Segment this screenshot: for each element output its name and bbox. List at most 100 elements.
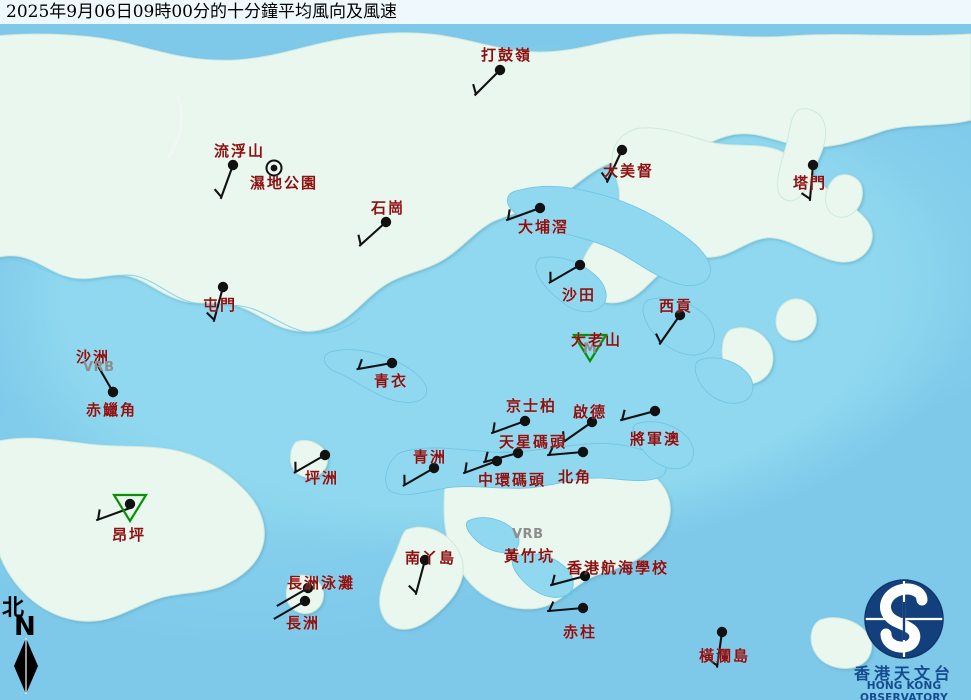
station-marker[interactable] (800, 159, 819, 201)
wind-barb-half (548, 445, 555, 456)
maintenance-triangle-icon (112, 493, 148, 524)
station-marker[interactable] (462, 455, 503, 475)
wind-barb-half (206, 311, 215, 321)
station-label: 大埔滘 (518, 218, 570, 236)
station-dot (380, 216, 392, 228)
station-marker[interactable] (273, 595, 311, 620)
wind-barb-shaft (547, 606, 584, 613)
station-label: 橫瀾島 (699, 647, 751, 665)
station-marker[interactable] (561, 416, 598, 444)
wind-barb-shaft (212, 286, 225, 323)
wind-barb-half (484, 451, 489, 463)
wind-barb-shaft (356, 361, 393, 371)
station-dot (428, 462, 440, 474)
station-marker[interactable] (548, 259, 586, 284)
north-arrow-icon (14, 638, 38, 694)
station-marker[interactable] (655, 309, 686, 346)
wind-barb-shaft (358, 221, 387, 247)
wind-barb-shaft (462, 460, 498, 475)
station-label: 屯門 (203, 296, 238, 314)
variable-wind-label: VRB (83, 360, 115, 375)
station-marker[interactable] (94, 360, 119, 398)
station-marker[interactable] (547, 445, 589, 458)
station-dot (649, 405, 661, 417)
station-label: 青洲 (413, 448, 448, 466)
maintenance-triangle-icon (572, 333, 608, 364)
wind-barb-half (213, 188, 223, 198)
station-label: 沙田 (562, 286, 597, 304)
wind-barb-shaft (94, 360, 114, 393)
station-dot (534, 202, 546, 214)
wind-barb-half (708, 658, 718, 667)
wind-barb-shaft (715, 631, 724, 668)
station-marker[interactable] (95, 493, 148, 524)
station-ring (265, 159, 283, 177)
station-marker[interactable] (206, 281, 229, 323)
station-dot (519, 415, 531, 427)
wind-barb-half (357, 358, 363, 370)
hko-logo: 香港天文台 HONG KONG OBSERVATORY (840, 578, 968, 700)
station-label: 打鼓嶺 (481, 46, 533, 64)
wind-barb-half (655, 333, 662, 344)
wind-barb-half (507, 209, 511, 220)
station-marker[interactable]: M (572, 333, 608, 364)
wind-barb-shaft (293, 454, 326, 474)
station-dot (674, 309, 686, 321)
wind-barb-half (562, 431, 566, 442)
station-dot (227, 159, 239, 171)
wind-barb-half (551, 574, 556, 586)
compass-label-cn: 北 (2, 595, 25, 621)
station-marker[interactable] (357, 216, 392, 247)
station-label: 西貢 (659, 297, 694, 315)
wind-barb-shaft (490, 420, 526, 435)
station-dot (807, 159, 819, 171)
wind-barb-shaft (548, 264, 581, 284)
station-marker[interactable] (408, 554, 431, 596)
station-marker[interactable] (505, 202, 546, 222)
station-dot (124, 498, 136, 510)
wind-barb-shaft (605, 149, 623, 184)
station-marker[interactable] (472, 64, 506, 97)
station-marker[interactable] (549, 570, 591, 587)
station-label: 南丫島 (405, 549, 457, 567)
station-marker[interactable] (600, 144, 628, 184)
station-marker[interactable] (265, 159, 283, 177)
station-dot (491, 455, 503, 467)
station-label: 黃竹坑 (504, 547, 556, 565)
wind-barb-shaft (619, 409, 656, 422)
station-label: 濕地公園 (250, 174, 319, 192)
wind-barb-shaft (658, 314, 681, 346)
station-label: 沙洲 (76, 348, 111, 366)
hko-logo-en: HONG KONG OBSERVATORY (860, 680, 948, 700)
station-label: 石崗 (371, 199, 406, 217)
station-dot (270, 164, 278, 172)
station-marker[interactable] (213, 159, 239, 200)
compass-rose: 北 N (2, 590, 58, 698)
station-marker[interactable] (293, 449, 331, 474)
station-label: 赤柱 (563, 623, 598, 641)
station-marker[interactable] (547, 601, 589, 614)
wind-barb-half (464, 462, 468, 473)
station-marker[interactable] (708, 626, 728, 668)
station-dot (586, 416, 598, 428)
station-marker[interactable] (490, 415, 531, 435)
station-label: 天星碼頭 (499, 433, 568, 451)
wind-barb-half (97, 509, 101, 520)
station-marker[interactable] (619, 405, 661, 422)
wind-barb-half (621, 409, 626, 421)
wind-barb-half (800, 192, 811, 200)
station-label: 塔門 (793, 174, 828, 192)
station-dot (302, 582, 314, 594)
station-dot (386, 357, 398, 369)
station-marker[interactable] (402, 462, 440, 487)
station-marker[interactable] (276, 582, 314, 607)
station-label: 坪洲 (305, 469, 340, 487)
station-dot (616, 144, 628, 156)
station-label: 長洲 (286, 614, 321, 632)
station-marker[interactable] (356, 357, 398, 371)
maintenance-m-letter: M (583, 341, 597, 357)
